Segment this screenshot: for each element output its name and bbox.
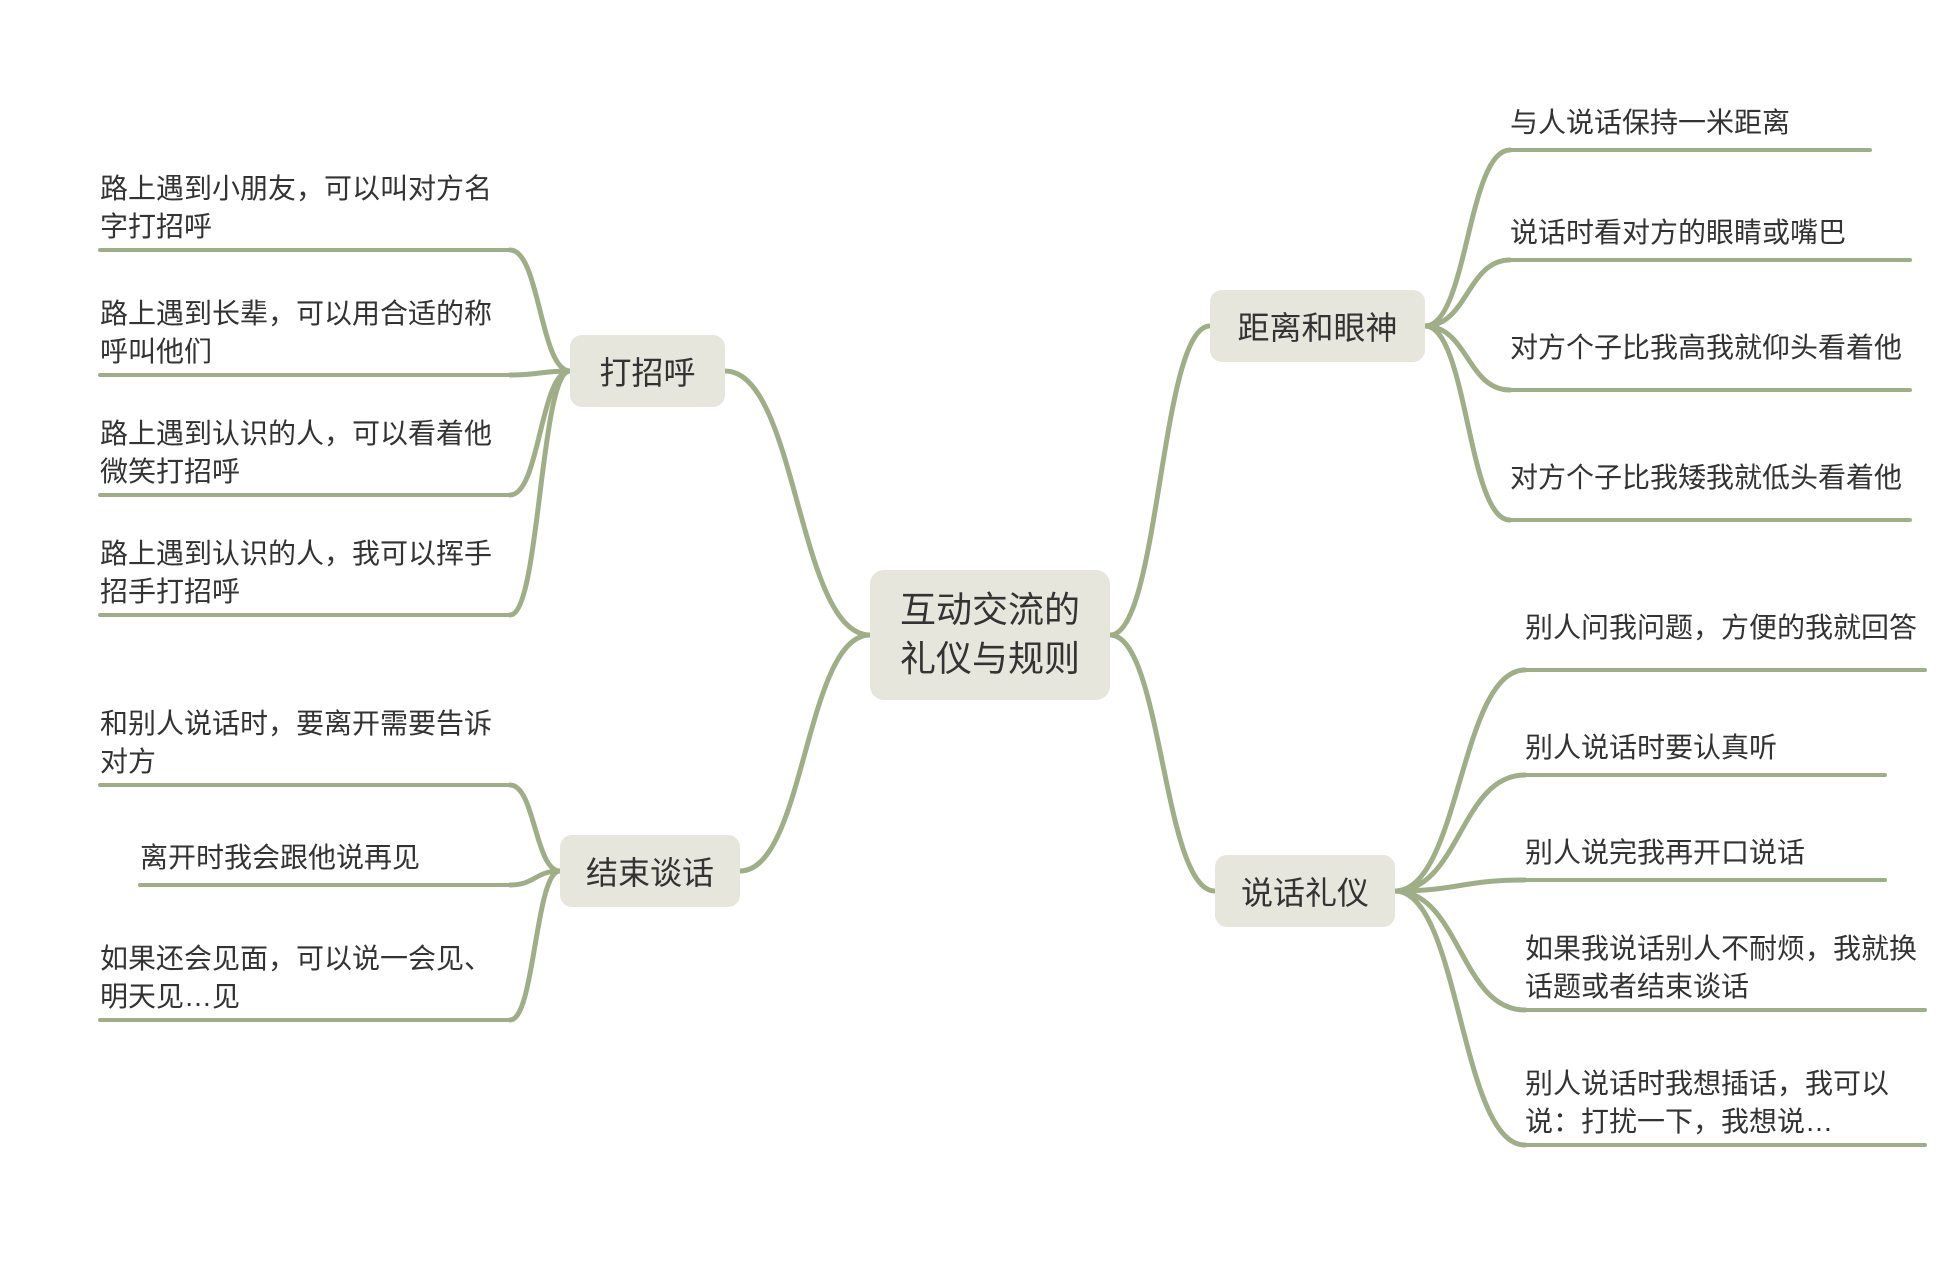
leaf-label: 别人说完我再开口说话 <box>1525 834 1805 872</box>
leaf-label: 路上遇到长辈，可以用合适的称呼叫他们 <box>100 295 510 371</box>
leaf-manners-2: 别人说完我再开口说话 <box>1525 825 1885 880</box>
leaf-label: 如果还会见面，可以说一会见、明天见…见 <box>100 940 510 1016</box>
leaf-label: 路上遇到认识的人，可以看着他微笑打招呼 <box>100 415 510 491</box>
leaf-greet-0: 路上遇到小朋友，可以叫对方名字打招呼 <box>100 165 510 250</box>
leaf-label: 和别人说话时，要离开需要告诉对方 <box>100 705 510 781</box>
leaf-label: 如果我说话别人不耐烦，我就换话题或者结束谈话 <box>1525 930 1925 1006</box>
branch-distance: 距离和眼神 <box>1210 290 1425 362</box>
leaf-manners-4: 别人说话时我想插话，我可以说：打扰一下，我想说… <box>1525 1060 1925 1145</box>
leaf-manners-1: 别人说话时要认真听 <box>1525 720 1885 775</box>
branch-label: 距离和眼神 <box>1237 303 1397 349</box>
leaf-label: 路上遇到小朋友，可以叫对方名字打招呼 <box>100 170 510 246</box>
leaf-label: 对方个子比我高我就仰头看着他 <box>1510 329 1902 367</box>
branch-greet: 打招呼 <box>570 335 725 407</box>
leaf-distance-1: 说话时看对方的眼睛或嘴巴 <box>1510 205 1910 260</box>
leaf-label: 别人问我问题，方便的我就回答 <box>1525 609 1917 647</box>
leaf-label: 对方个子比我矮我就低头看着他 <box>1510 459 1902 497</box>
branch-label: 结束谈话 <box>586 848 714 894</box>
leaf-manners-3: 如果我说话别人不耐烦，我就换话题或者结束谈话 <box>1525 925 1925 1010</box>
leaf-end-0: 和别人说话时，要离开需要告诉对方 <box>100 700 510 785</box>
leaf-distance-2: 对方个子比我高我就仰头看着他 <box>1510 305 1910 390</box>
branch-label: 说话礼仪 <box>1241 868 1369 914</box>
leaf-label: 别人说话时要认真听 <box>1525 729 1777 767</box>
mindmap-stage: { "type": "mindmap", "canvas": { "width"… <box>0 0 1937 1280</box>
branch-label: 打招呼 <box>599 348 695 394</box>
branch-manners: 说话礼仪 <box>1215 855 1395 927</box>
leaf-greet-2: 路上遇到认识的人，可以看着他微笑打招呼 <box>100 410 510 495</box>
leaf-end-2: 如果还会见面，可以说一会见、明天见…见 <box>100 935 510 1020</box>
root-node: 互动交流的礼仪与规则 <box>870 570 1110 700</box>
branch-end: 结束谈话 <box>560 835 740 907</box>
leaf-distance-3: 对方个子比我矮我就低头看着他 <box>1510 435 1910 520</box>
leaf-manners-0: 别人问我问题，方便的我就回答 <box>1525 585 1925 670</box>
leaf-distance-0: 与人说话保持一米距离 <box>1510 95 1870 150</box>
root-label: 互动交流的礼仪与规则 <box>900 586 1080 683</box>
leaf-label: 别人说话时我想插话，我可以说：打扰一下，我想说… <box>1525 1065 1925 1141</box>
leaf-label: 离开时我会跟他说再见 <box>140 839 420 877</box>
leaf-label: 路上遇到认识的人，我可以挥手招手打招呼 <box>100 535 510 611</box>
leaf-label: 说话时看对方的眼睛或嘴巴 <box>1510 214 1846 252</box>
leaf-label: 与人说话保持一米距离 <box>1510 104 1790 142</box>
leaf-greet-3: 路上遇到认识的人，我可以挥手招手打招呼 <box>100 530 510 615</box>
leaf-greet-1: 路上遇到长辈，可以用合适的称呼叫他们 <box>100 290 510 375</box>
leaf-end-1: 离开时我会跟他说再见 <box>140 830 510 885</box>
